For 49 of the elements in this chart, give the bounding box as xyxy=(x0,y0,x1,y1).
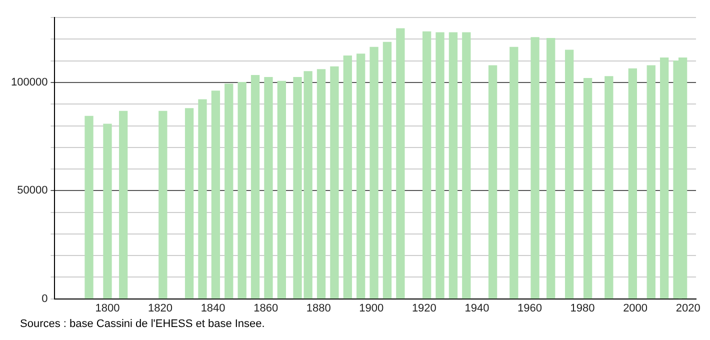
x-tick-label: 1900 xyxy=(359,302,384,314)
bar xyxy=(564,50,574,299)
x-tick-label: 1940 xyxy=(464,302,490,314)
bar xyxy=(436,32,444,299)
y-tick-label: 100000 xyxy=(10,76,48,89)
bar xyxy=(462,32,471,299)
bar xyxy=(396,28,405,299)
bar xyxy=(264,76,273,299)
bar xyxy=(84,116,94,299)
bar xyxy=(343,56,352,299)
bar xyxy=(158,110,168,299)
bar xyxy=(118,110,128,299)
bar xyxy=(448,32,458,299)
y-tick-label: 50000 xyxy=(17,184,48,197)
source-note: Sources : base Cassini de l'EHESS et base Insee. xyxy=(20,318,266,330)
bar xyxy=(382,42,392,299)
x-tick-label: 2020 xyxy=(676,302,700,314)
bar xyxy=(184,108,194,299)
bar xyxy=(330,66,339,299)
x-tick-label: 1840 xyxy=(200,302,226,314)
bar xyxy=(604,76,614,299)
bar xyxy=(103,124,112,299)
bar xyxy=(583,78,592,299)
bar xyxy=(250,75,260,299)
bar xyxy=(660,58,669,299)
bar xyxy=(422,31,432,299)
x-tick-label: 2000 xyxy=(623,302,648,314)
bar xyxy=(530,37,540,299)
bar xyxy=(224,84,234,299)
x-tick-label: 1860 xyxy=(254,302,278,314)
bar xyxy=(488,65,498,299)
x-tick-label: 1980 xyxy=(570,302,595,314)
bar xyxy=(277,80,286,299)
bar xyxy=(198,99,207,299)
bar xyxy=(510,46,518,299)
x-tick-label: 1880 xyxy=(306,302,331,314)
bar xyxy=(646,65,656,299)
bar xyxy=(370,46,378,299)
bar xyxy=(211,90,220,299)
x-tick-label: 1800 xyxy=(95,302,120,314)
x-tick-label: 1820 xyxy=(148,302,173,314)
bar xyxy=(316,69,326,299)
y-tick-label: 0 xyxy=(42,292,48,305)
bar xyxy=(628,68,637,299)
bar xyxy=(356,54,366,299)
x-tick-label: 1920 xyxy=(412,302,436,314)
x-tick-label: 1960 xyxy=(517,302,542,314)
bar xyxy=(546,38,556,299)
bar xyxy=(238,82,246,299)
